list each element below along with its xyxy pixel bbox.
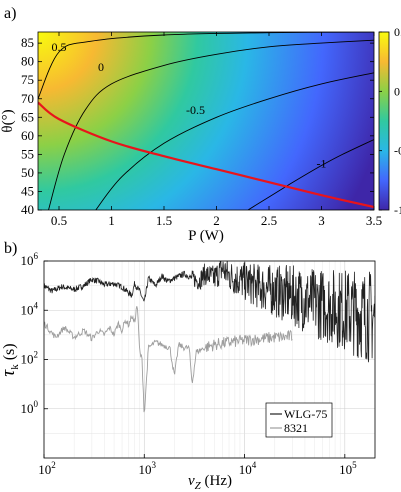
y-tick-label: 40 <box>21 202 34 217</box>
y-tick-label: 65 <box>21 109 34 124</box>
red-curve <box>38 101 374 209</box>
colorbar-tick-label: -0.5 <box>394 144 401 158</box>
contour-label: -1 <box>317 157 327 171</box>
y-tick-label: 75 <box>21 72 34 87</box>
y-tick-label: 45 <box>21 183 34 198</box>
x-tick-label: 102 <box>38 460 56 477</box>
x-tick-label: 0.5 <box>51 213 67 228</box>
contour-label: 0.5 <box>52 40 67 54</box>
red-curve-group <box>38 101 374 209</box>
series-lines <box>44 261 375 413</box>
panel-b-ylabel: τk (s) <box>0 343 21 376</box>
x-tick-label: 103 <box>139 460 157 477</box>
heatmap-frame <box>37 31 375 211</box>
y-tick-label: 70 <box>21 91 34 106</box>
x-tick-label: 105 <box>339 460 357 477</box>
contour-label: -0.5 <box>186 103 205 117</box>
y-tick-label: 106 <box>21 251 39 268</box>
panel-b-xlabel: νZ (Hz) <box>188 473 232 492</box>
legend-label: 8321 <box>284 421 308 435</box>
legend-label: WLG-75 <box>284 407 327 421</box>
colorbar-tick-label: 0 <box>394 84 400 98</box>
y-tick-label: 85 <box>21 35 34 50</box>
series-line-8321 <box>44 306 293 413</box>
colorbar-scale <box>378 31 390 211</box>
heatmap-panel: 0.5 0 -0.5 -1 0.5 1 1.5 2 2.5 3 3.5 40 45 50 55 60 65 70… <box>0 31 382 244</box>
heatmap-surface <box>38 32 374 210</box>
panel-b-axes: 102 103 104 105 100 102 104 106 <box>21 251 358 477</box>
panel-b-label: b) <box>4 240 17 257</box>
y-tick-label: 102 <box>21 350 39 367</box>
panel-a-label: a) <box>4 5 16 22</box>
y-tick-label: 104 <box>21 300 39 317</box>
legend-box <box>265 402 333 438</box>
x-tick-label: 1 <box>108 213 115 228</box>
x-tick-label: 2.5 <box>261 213 277 228</box>
contour-line--0.5 <box>95 72 374 210</box>
contour-line-0.5 <box>38 32 374 99</box>
colorbar-tick-label: -1 <box>394 203 401 217</box>
y-tick-label: 80 <box>21 54 34 69</box>
series-line-WLG-75 <box>44 261 375 363</box>
x-tick-label: 1.5 <box>156 213 172 228</box>
contour-line--1 <box>247 139 374 210</box>
x-tick-label: 3 <box>318 213 325 228</box>
y-tick-label: 50 <box>21 165 34 180</box>
y-tick-label: 55 <box>21 146 34 161</box>
panel-a-axes: 0.5 1 1.5 2 2.5 3 3.5 40 45 50 55 60 65 70 75 80 85 <box>21 32 382 228</box>
contour-line-0 <box>48 39 374 210</box>
colorbar: 0.5 0 -0.5 -1 <box>378 25 401 217</box>
colorbar-tick-label: 0.5 <box>394 25 401 39</box>
y-tick-label: 100 <box>21 399 39 416</box>
contour-label: 0 <box>98 60 104 74</box>
panel-a-ylabel: θ(°) <box>0 109 16 132</box>
panel-a-xlabel: P (W) <box>188 228 224 244</box>
x-tick-label: 2 <box>213 213 220 228</box>
contour-lines: 0.5 0 -0.5 -1 <box>38 32 374 210</box>
y-tick-label: 60 <box>21 128 34 143</box>
x-tick-label: 3.5 <box>366 213 382 228</box>
x-tick-label: 104 <box>239 460 257 477</box>
